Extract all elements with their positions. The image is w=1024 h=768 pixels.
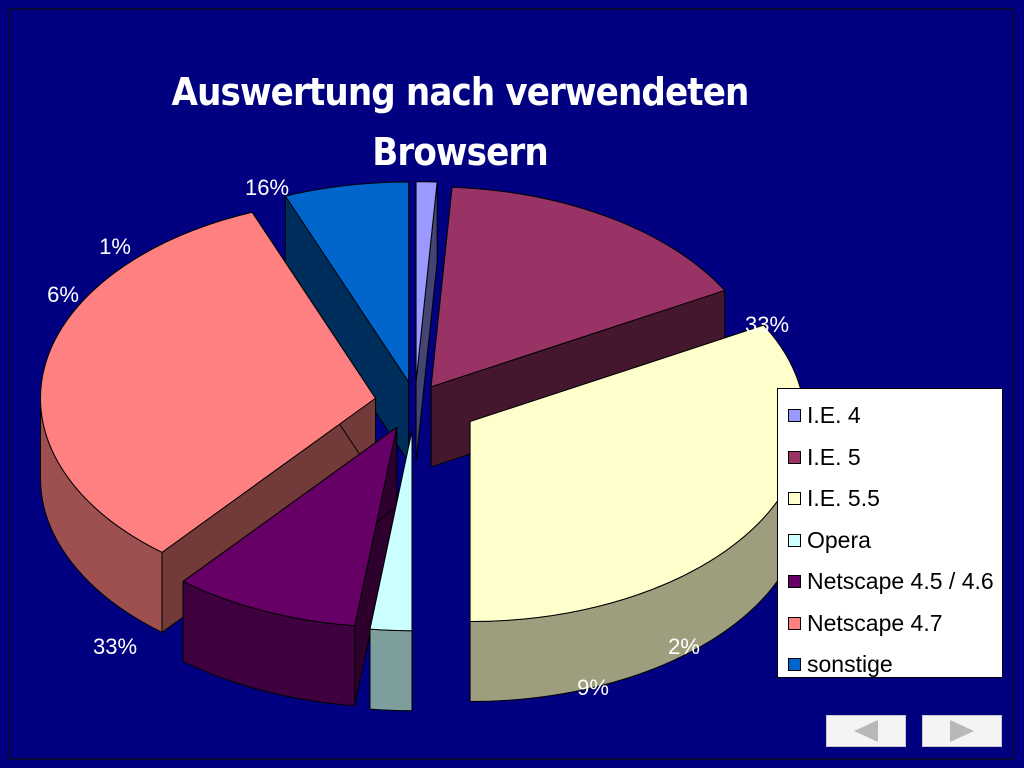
pie-data-label: 6% [47, 282, 79, 307]
legend-item: sonstige [778, 644, 1002, 686]
triangle-right-icon [950, 720, 974, 742]
legend-swatch [788, 575, 801, 589]
legend-label: sonstige [807, 651, 893, 678]
legend-item: Netscape 4.7 [778, 603, 1002, 645]
legend-item: I.E. 4 [778, 395, 1002, 437]
legend-swatch [788, 409, 801, 423]
legend-item: Netscape 4.5 / 4.6 [778, 561, 1002, 603]
chart-title: Auswertung nach verwendeten Browsern [145, 62, 775, 182]
pie-slice [469, 324, 806, 623]
legend-label: Netscape 4.7 [807, 609, 943, 636]
pie-slice [369, 430, 413, 632]
legend-swatch [788, 616, 801, 630]
legend-swatch [788, 492, 801, 506]
legend-label: Netscape 4.5 / 4.6 [807, 568, 994, 595]
pie-slice [284, 181, 410, 384]
legend-label: I.E. 5 [807, 443, 861, 470]
chart-title-line1: Auswertung nach verwendeten [171, 70, 750, 114]
pie-data-label: 33% [745, 312, 789, 337]
slide-frame [8, 8, 1014, 760]
pie-tops [40, 181, 806, 632]
pie-labels: 1% 16% 33% 2% 9% 33% 6% [47, 175, 789, 700]
legend-item: Opera [778, 520, 1002, 562]
legend-label: I.E. 5.5 [807, 485, 880, 512]
triangle-left-icon [854, 720, 878, 742]
previous-slide-button[interactable] [826, 715, 906, 747]
next-slide-button[interactable] [922, 715, 1002, 747]
pie-slice [40, 211, 377, 553]
legend-swatch [788, 450, 801, 464]
legend-label: Opera [807, 526, 871, 553]
pie-data-label: 33% [93, 634, 137, 659]
pie-data-label: 16% [245, 175, 289, 200]
legend: I.E. 4 I.E. 5 I.E. 5.5 Opera Netscape 4.… [777, 388, 1003, 678]
legend-swatch [788, 533, 801, 547]
pie-slice [415, 181, 438, 382]
legend-swatch [788, 658, 801, 672]
pie-data-label: 2% [668, 634, 700, 659]
legend-item: I.E. 5 [778, 437, 1002, 479]
pie-data-label: 9% [577, 675, 609, 700]
pie-slice-wall [369, 628, 413, 712]
pie-slice [430, 186, 726, 388]
legend-label: I.E. 4 [807, 402, 861, 429]
legend-item: I.E. 5.5 [778, 478, 1002, 520]
pie-slice [182, 426, 398, 627]
chart-title-line2: Browsern [372, 130, 548, 174]
pie-data-label: 1% [99, 234, 131, 259]
